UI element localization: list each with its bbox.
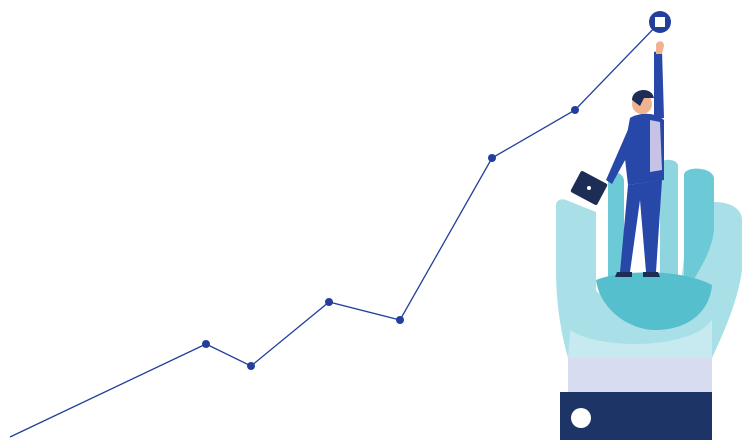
hand bbox=[556, 159, 742, 358]
businessman bbox=[570, 41, 664, 277]
cuff-button bbox=[571, 408, 591, 428]
hand-up bbox=[656, 41, 664, 54]
palm-shadow bbox=[596, 272, 712, 330]
raised-arm bbox=[654, 50, 664, 118]
dot bbox=[325, 298, 333, 306]
dot bbox=[396, 316, 404, 324]
growth-line bbox=[9, 21, 661, 438]
lower-arm bbox=[606, 125, 636, 184]
line-dots bbox=[202, 106, 579, 370]
goal-square bbox=[655, 17, 665, 27]
finger bbox=[608, 172, 624, 290]
dot bbox=[202, 340, 210, 348]
hair bbox=[632, 89, 654, 106]
shirt bbox=[650, 120, 662, 172]
shoes bbox=[615, 272, 660, 277]
legs bbox=[620, 180, 662, 272]
shirt-cuff bbox=[568, 358, 712, 392]
briefcase-lock bbox=[587, 186, 591, 190]
finger bbox=[660, 159, 678, 290]
dot bbox=[488, 154, 496, 162]
wrist bbox=[568, 320, 712, 358]
dot bbox=[247, 362, 255, 370]
finger bbox=[684, 168, 714, 285]
dot bbox=[571, 106, 579, 114]
